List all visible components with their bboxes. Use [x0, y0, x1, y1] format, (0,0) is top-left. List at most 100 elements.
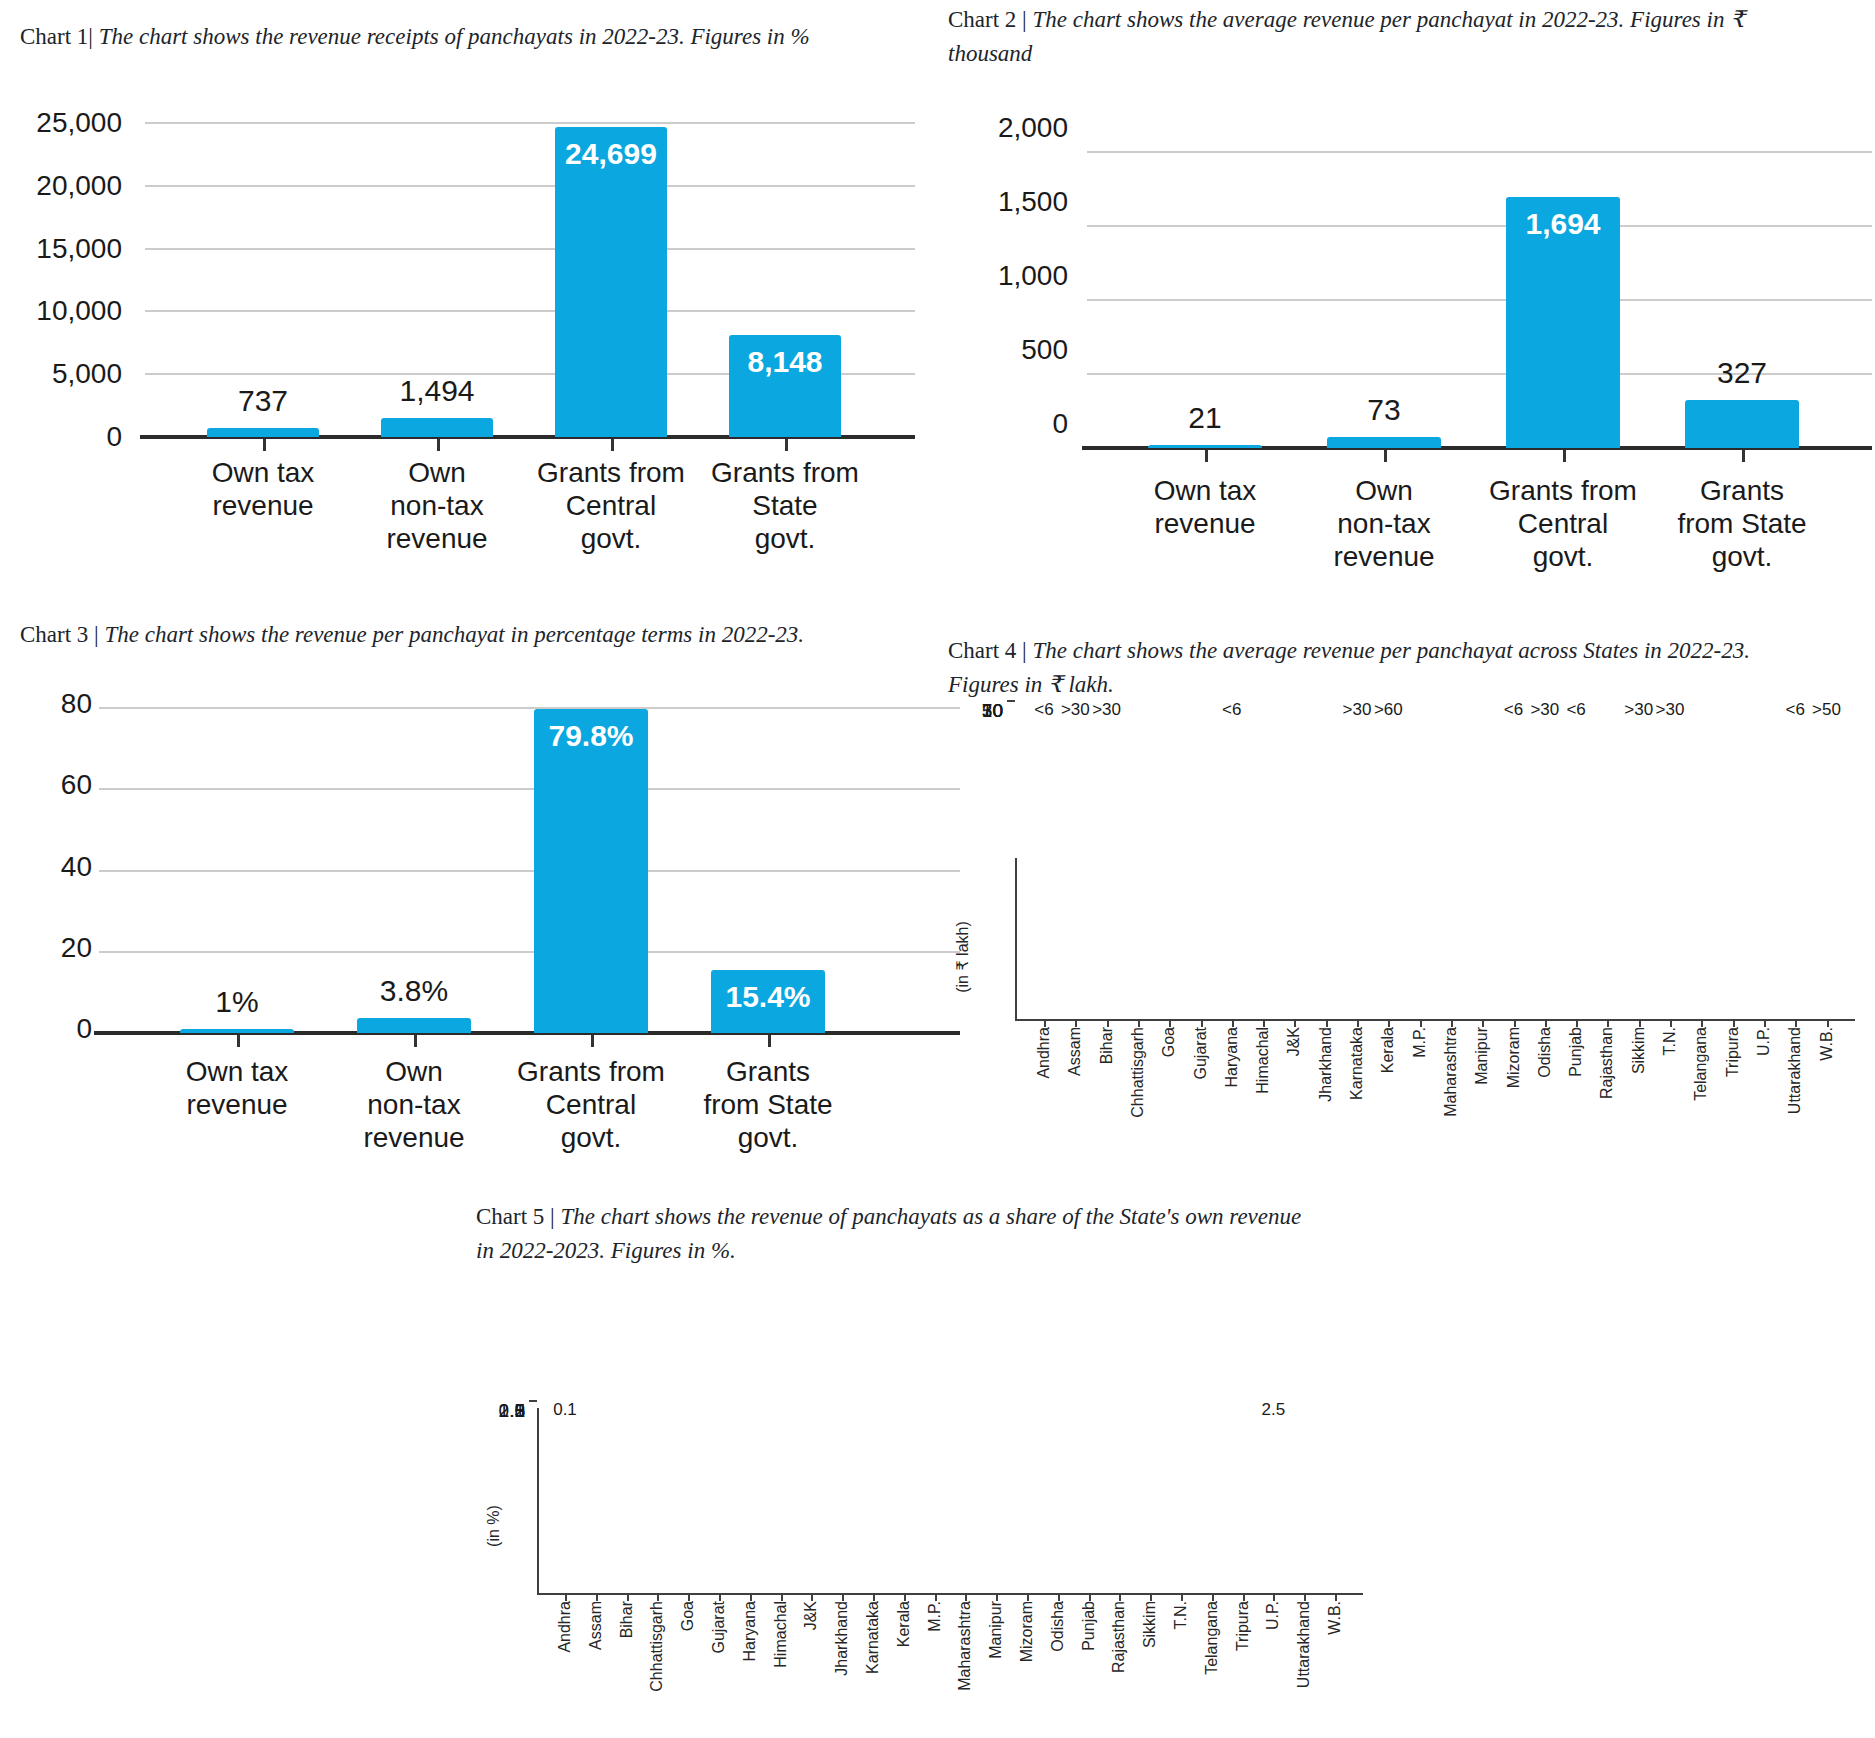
gridline — [145, 185, 915, 187]
y-axis-tick-label: 500 — [940, 335, 1068, 365]
state-label: Himachal — [771, 1601, 791, 1731]
state-label: Assam — [1065, 1027, 1085, 1157]
state-label: U.P. — [1263, 1601, 1283, 1731]
state-label: Chhattisgarh — [1128, 1027, 1148, 1157]
state-label: Karnataka — [1347, 1027, 1367, 1157]
chart5-title: Chart 5 | The chart shows the revenue of… — [476, 1200, 1466, 1268]
state-label: Uttarakhand — [1294, 1601, 1314, 1731]
x-axis-baseline — [1015, 1019, 1855, 1021]
y-axis-tick-label: 80 — [20, 689, 92, 719]
chart4-title-text: The chart shows the average revenue per … — [1032, 638, 1750, 663]
y-axis-tick-label: 20 — [20, 933, 92, 963]
chart2-title-text: The chart shows the average revenue per … — [1032, 7, 1744, 32]
chart1-title: Chart 1| The chart shows the revenue rec… — [20, 20, 925, 54]
gridline — [145, 248, 915, 250]
y-axis-tick-label: 70 — [940, 700, 1003, 722]
value-label: 3.8% — [304, 974, 524, 1008]
x-axis-tick — [1563, 450, 1566, 462]
state-label: Manipur — [1472, 1027, 1492, 1157]
state-label: Bihar — [1097, 1027, 1117, 1157]
state-label: M.P. — [925, 1601, 945, 1731]
y-axis-tick-label: 15,000 — [20, 234, 122, 264]
chart1-plot: 05,00010,00015,00020,00025,000737Own tax… — [20, 90, 925, 590]
state-label: M.P. — [1410, 1027, 1430, 1157]
bar — [555, 127, 667, 437]
y-axis-tick-label: 1,000 — [940, 261, 1068, 291]
state-label: Rajasthan — [1109, 1601, 1129, 1731]
bar — [1148, 445, 1262, 448]
x-axis-tick — [437, 439, 440, 451]
state-label: Chhattisgarh — [647, 1601, 667, 1731]
state-label: U.P. — [1754, 1027, 1774, 1157]
category-label: State — [635, 489, 935, 522]
state-label: Telangana — [1202, 1601, 1222, 1731]
chart5-title-line2: in 2022-2023. Figures in %. — [476, 1238, 736, 1263]
state-label: J&K — [801, 1601, 821, 1731]
chart4-title: Chart 4 | The chart shows the average re… — [948, 634, 1868, 702]
y-axis-tick-label: 60 — [20, 770, 92, 800]
gridline — [99, 788, 960, 790]
state-label: Jharkhand — [1316, 1027, 1336, 1157]
category-label: govt. — [635, 522, 935, 555]
x-axis-tick — [768, 1035, 771, 1047]
y-axis-tick-label: 1,500 — [940, 187, 1068, 217]
x-axis-baseline — [537, 1593, 1363, 1595]
chart1-title-prefix: Chart 1| — [20, 24, 93, 49]
state-label: Kerala — [894, 1601, 914, 1731]
state-label: T.N. — [1171, 1601, 1191, 1731]
x-axis-tick — [1384, 450, 1387, 462]
bar-annotation: >30 — [1065, 700, 1149, 720]
state-label: Rajasthan — [1597, 1027, 1617, 1157]
chart2-plot: 05001,0001,5002,00021Own taxrevenue73Own… — [940, 90, 1875, 600]
state-label: Assam — [586, 1601, 606, 1731]
x-axis-tick — [414, 1035, 417, 1047]
y-axis-tick-label: 20,000 — [20, 171, 122, 201]
value-label: 24,699 — [501, 137, 721, 171]
value-label: 1,494 — [327, 374, 547, 408]
y-axis-tick-label: 10,000 — [20, 296, 122, 326]
state-label: Manipur — [986, 1601, 1006, 1731]
chart3-title: Chart 3 | The chart shows the revenue pe… — [20, 618, 970, 652]
state-label: J&K — [1284, 1027, 1304, 1157]
chart3-plot: 0204060801%Own taxrevenue3.8%Ownnon-taxr… — [20, 680, 970, 1200]
state-label: Uttarakhand — [1785, 1027, 1805, 1157]
gridline — [99, 707, 960, 709]
state-label: Tripura — [1233, 1601, 1253, 1731]
chart4-title-prefix: Chart 4 | — [948, 638, 1027, 663]
y-axis-tick-label: 40 — [20, 852, 92, 882]
x-axis-tick — [591, 1035, 594, 1047]
state-label: T.N. — [1660, 1027, 1680, 1157]
state-label: Haryana — [1222, 1027, 1242, 1157]
state-label: Odisha — [1048, 1601, 1068, 1731]
chart4-plot: (in ₹ lakh) 10305070Andhra<6Assam>30Biha… — [940, 700, 1875, 1180]
state-label: Goa — [678, 1601, 698, 1731]
bar — [1327, 437, 1441, 448]
state-label: Himachal — [1253, 1027, 1273, 1157]
bar-annotation: >30 — [1628, 700, 1712, 720]
state-label: Karnataka — [863, 1601, 883, 1731]
category-label: Grants — [1592, 474, 1875, 507]
y-axis-tick-label: 0 — [20, 1014, 92, 1044]
chart5-title-prefix: Chart 5 | — [476, 1204, 555, 1229]
chart4-title-line2: Figures in ₹ lakh. — [948, 672, 1114, 697]
bar — [357, 1018, 471, 1033]
y-axis-tick-label: 2,000 — [940, 113, 1068, 143]
state-label: Bihar — [617, 1601, 637, 1731]
x-axis-tick — [263, 439, 266, 451]
bar-annotation: <6 — [1190, 700, 1274, 720]
bar-annotation: >60 — [1346, 700, 1430, 720]
x-axis-tick — [1742, 450, 1745, 462]
y-axis-tick-label: 5,000 — [20, 359, 122, 389]
state-label: W.B. — [1325, 1601, 1345, 1731]
value-label: 15.4% — [658, 980, 878, 1014]
value-label: 73 — [1274, 393, 1494, 427]
chart3-title-prefix: Chart 3 | — [20, 622, 99, 647]
state-label: Tripura — [1723, 1027, 1743, 1157]
bar — [381, 418, 493, 437]
bar-annotation: 2.5 — [1231, 1400, 1315, 1420]
state-label: Kerala — [1378, 1027, 1398, 1157]
state-label: Mizoram — [1017, 1601, 1037, 1731]
category-label: govt. — [618, 1121, 918, 1154]
bar — [207, 428, 319, 437]
y-axis-line — [537, 1408, 539, 1595]
